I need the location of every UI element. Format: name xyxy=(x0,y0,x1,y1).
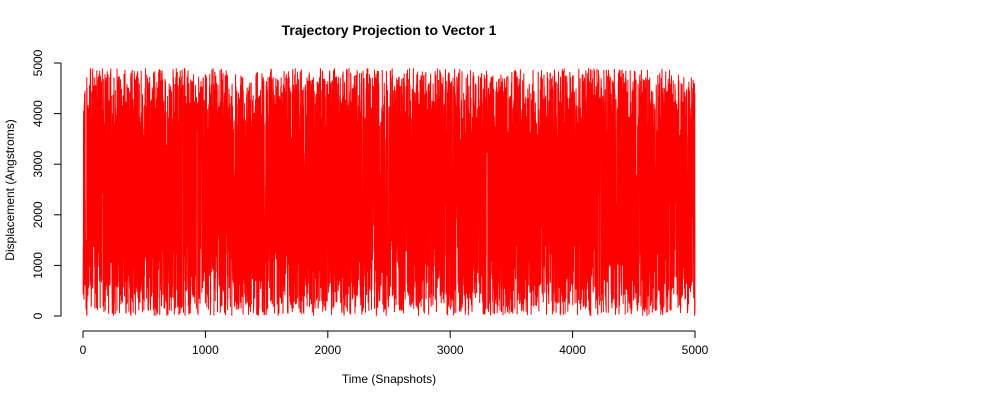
x-axis-ticks: 0 1000 2000 3000 4000 5000 xyxy=(80,331,709,357)
x-tick-label: 0 xyxy=(80,343,87,357)
chart-title: Trajectory Projection to Vector 1 xyxy=(282,22,497,38)
y-tick-label: 4000 xyxy=(31,100,45,127)
y-tick-label: 0 xyxy=(31,312,45,319)
y-tick-label: 2000 xyxy=(31,201,45,228)
series-group xyxy=(82,68,696,316)
x-tick-label: 5000 xyxy=(682,343,709,357)
x-tick-label: 2000 xyxy=(314,343,341,357)
x-tick-label: 3000 xyxy=(437,343,464,357)
y-axis-ticks: 0 1000 2000 3000 4000 5000 xyxy=(31,49,61,319)
x-axis-label: Time (Snapshots) xyxy=(342,372,436,386)
x-tick-label: 1000 xyxy=(192,343,219,357)
y-tick-label: 3000 xyxy=(31,151,45,178)
x-tick-label: 4000 xyxy=(559,343,586,357)
y-tick-label: 5000 xyxy=(31,49,45,76)
series-line xyxy=(82,68,696,316)
y-tick-label: 1000 xyxy=(31,252,45,279)
y-axis-label: Displacement (Angstroms) xyxy=(3,119,17,260)
